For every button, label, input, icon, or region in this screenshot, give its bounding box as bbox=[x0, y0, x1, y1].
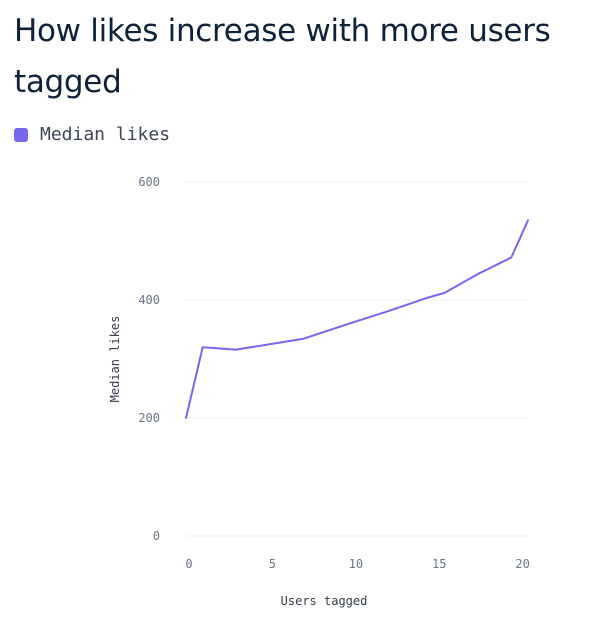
y-tick-label: 400 bbox=[138, 293, 160, 307]
x-tick-label: 10 bbox=[349, 557, 363, 571]
series-layer bbox=[185, 219, 529, 419]
y-tick-label: 600 bbox=[138, 175, 160, 189]
chart-title: How likes increase with more users tagge… bbox=[14, 13, 551, 100]
x-axis-title: Users tagged bbox=[281, 594, 368, 608]
series-line-median-likes bbox=[185, 219, 529, 419]
legend: Median likes bbox=[14, 124, 170, 145]
x-tick-label: 0 bbox=[185, 557, 192, 571]
y-tick-label: 200 bbox=[138, 411, 160, 425]
x-tick-label: 20 bbox=[515, 557, 529, 571]
x-tick-label: 5 bbox=[269, 557, 276, 571]
x-axis-ticks: 0 5 10 15 20 bbox=[185, 557, 530, 571]
legend-label: Median likes bbox=[40, 124, 171, 145]
grid-lines bbox=[186, 181, 528, 537]
y-axis-ticks: 0 200 400 600 bbox=[138, 175, 160, 543]
legend-swatch bbox=[14, 127, 28, 142]
y-axis-title: Median likes bbox=[108, 316, 122, 403]
y-tick-label: 0 bbox=[153, 529, 160, 543]
x-tick-label: 15 bbox=[432, 557, 446, 571]
